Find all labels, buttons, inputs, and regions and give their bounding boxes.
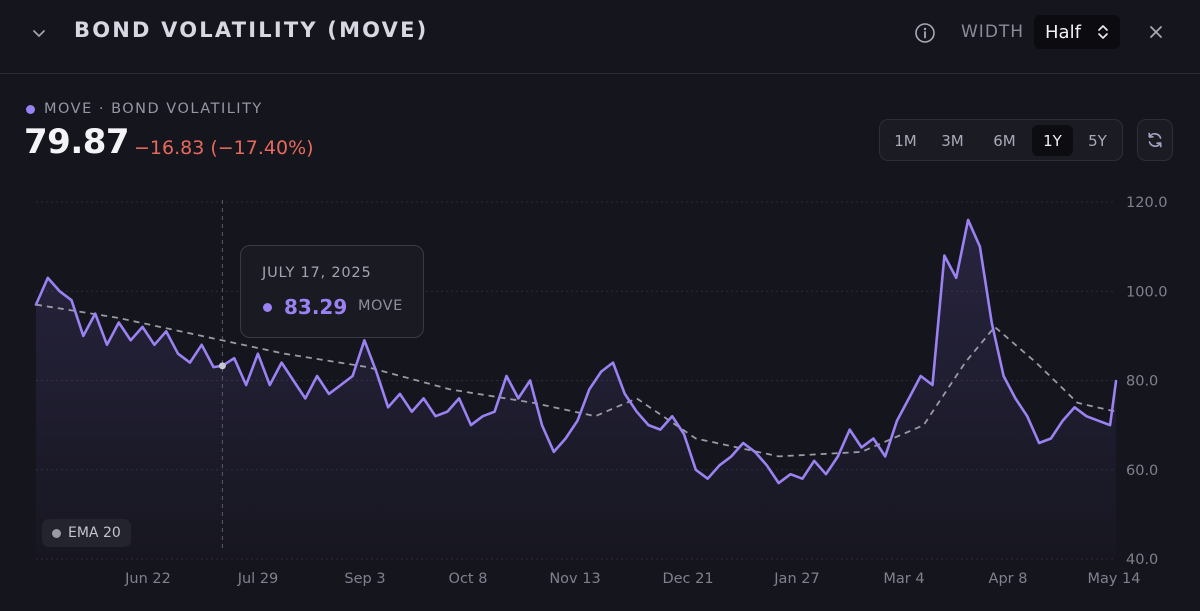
width-label: WIDTH xyxy=(961,22,1025,42)
width-select-value: Half xyxy=(1045,21,1081,43)
x-tick-label: Jul 29 xyxy=(237,571,279,587)
refresh-icon[interactable] xyxy=(1137,119,1173,161)
series-label: MOVE · BOND VOLATILITY xyxy=(26,101,263,117)
chevron-up-down-icon xyxy=(1096,23,1110,46)
y-tick-label: 40.0 xyxy=(1126,552,1158,568)
crosshair-point xyxy=(218,362,226,370)
tooltip-date: JULY 17, 2025 xyxy=(262,265,372,281)
range-1m-button[interactable]: 1M xyxy=(894,131,917,150)
y-tick-label: 60.0 xyxy=(1126,463,1158,479)
y-tick-label: 120.0 xyxy=(1126,195,1168,211)
series-color-dot xyxy=(26,104,35,114)
y-tick-label: 80.0 xyxy=(1126,374,1158,390)
range-6m-button[interactable]: 6M xyxy=(993,131,1016,150)
ema-series-line xyxy=(35,303,1117,458)
range-1y-button[interactable]: 1Y xyxy=(1032,125,1073,156)
x-tick-label: Apr 8 xyxy=(989,571,1028,587)
x-tick-label: Sep 3 xyxy=(344,571,385,587)
price-change: −16.83 (−17.40%) xyxy=(134,137,314,159)
ema-legend-toggle[interactable]: EMA 20 xyxy=(42,519,131,547)
panel-header: BOND VOLATILITY (MOVE) WIDTH Half xyxy=(0,0,1200,74)
close-icon[interactable] xyxy=(1143,19,1169,45)
x-tick-label: Jun 22 xyxy=(124,571,171,587)
x-tick-label: Nov 13 xyxy=(549,571,600,587)
x-tick-label: Oct 8 xyxy=(449,571,488,587)
width-select[interactable]: Half xyxy=(1034,15,1120,49)
chart-tooltip: JULY 17, 2025 83.29 MOVE xyxy=(240,245,424,338)
tooltip-series-name: MOVE xyxy=(358,298,403,314)
move-series-line xyxy=(34,218,1118,485)
series-area-fill xyxy=(36,219,1116,559)
range-3m-button[interactable]: 3M xyxy=(941,131,964,150)
ema-legend-dot xyxy=(52,528,61,538)
time-range-selector: 1M 3M 6M 1Y 5Y xyxy=(879,119,1123,161)
x-tick-label: Dec 21 xyxy=(662,571,713,587)
chevron-down-icon[interactable] xyxy=(26,20,52,46)
x-tick-label: Jan 27 xyxy=(773,571,819,587)
tooltip-series-dot xyxy=(263,303,272,312)
ema-legend-label: EMA 20 xyxy=(68,525,121,541)
y-tick-label: 100.0 xyxy=(1126,284,1168,300)
info-icon[interactable] xyxy=(912,20,938,46)
x-tick-label: Mar 4 xyxy=(883,571,924,587)
range-5y-button[interactable]: 5Y xyxy=(1088,131,1107,150)
series-label-text: MOVE · BOND VOLATILITY xyxy=(44,101,263,117)
panel-title: BOND VOLATILITY (MOVE) xyxy=(74,18,429,42)
tooltip-value: 83.29 xyxy=(284,295,348,319)
x-tick-label: May 14 xyxy=(1087,571,1140,587)
current-price: 79.87 xyxy=(24,122,130,162)
